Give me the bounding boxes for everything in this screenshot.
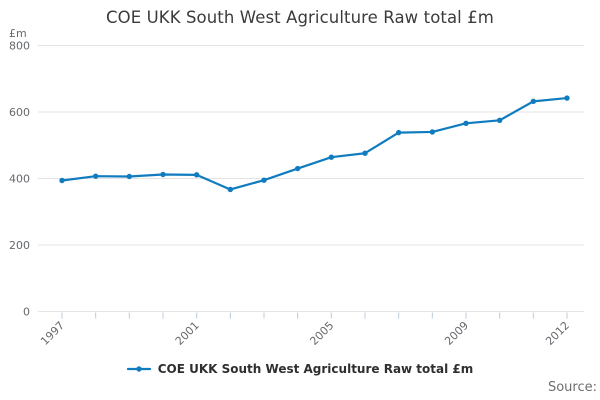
legend: COE UKK South West Agriculture Raw total…	[0, 362, 600, 376]
x-axis-tick-label: 2009	[442, 319, 471, 348]
x-axis-tick-label: 1997	[38, 319, 67, 348]
x-axis-tick-label: 2005	[307, 319, 336, 348]
y-axis-tick-label: 600	[9, 106, 30, 119]
data-point-marker	[429, 129, 436, 135]
data-point-marker	[160, 171, 166, 178]
data-point-marker	[126, 173, 133, 180]
legend-line-marker-icon	[126, 366, 151, 372]
x-axis-tick-label: 2001	[173, 319, 202, 348]
data-point-marker	[227, 186, 234, 193]
line-chart-plot: 0 200 400 600 800 1997 2001 2005 2009 2012	[9, 40, 584, 348]
x-axis-tick-label: 2012	[543, 319, 572, 348]
data-point-marker	[92, 173, 99, 179]
data-point-marker	[496, 117, 503, 124]
y-axis-tick-label: 400	[9, 173, 30, 186]
data-point-marker	[395, 129, 402, 136]
data-point-marker	[362, 150, 368, 156]
data-point-marker	[328, 154, 335, 160]
data-point-marker	[59, 177, 65, 184]
data-line	[60, 96, 569, 191]
data-point-marker	[294, 165, 301, 172]
y-axis-tick-label: 200	[9, 239, 30, 252]
chart-title: COE UKK South West Agriculture Raw total…	[106, 8, 494, 27]
data-point-marker	[564, 95, 570, 101]
y-axis-tick-label: 0	[23, 306, 30, 319]
source-label: Source:	[547, 380, 597, 395]
y-axis-tick-label: 800	[9, 40, 30, 53]
data-point-marker	[530, 98, 537, 105]
data-point-marker	[463, 120, 469, 127]
data-point-marker	[261, 177, 267, 183]
data-point-marker	[193, 172, 200, 178]
y-axis-unit-label: £m	[9, 27, 27, 40]
legend-label: COE UKK South West Agriculture Raw total…	[157, 362, 474, 376]
